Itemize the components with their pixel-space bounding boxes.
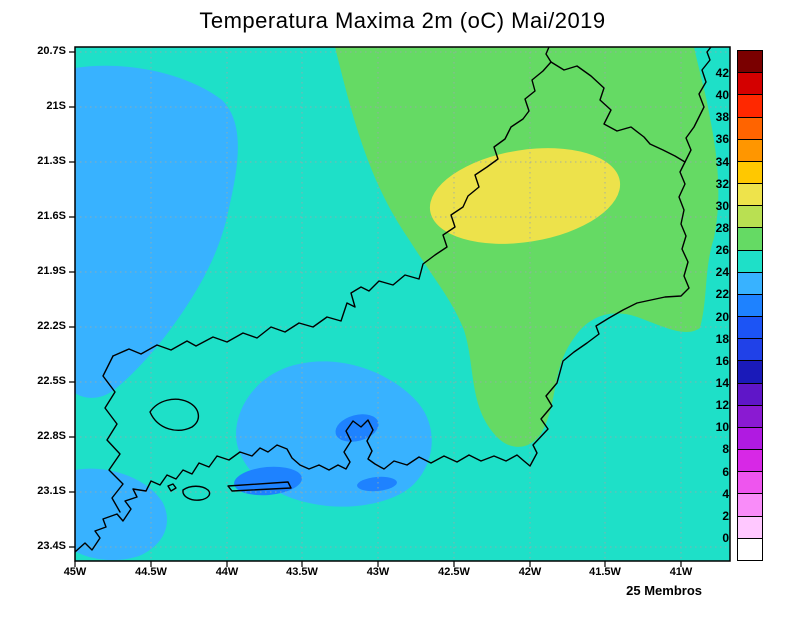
colorbar-segment xyxy=(738,73,762,96)
colorbar-segment xyxy=(738,51,762,74)
colorbar-segment xyxy=(738,184,762,207)
colorbar-tick-label: 30 xyxy=(715,198,729,213)
ilha-grande-island xyxy=(182,485,211,501)
lon-tick-label: 43.5W xyxy=(286,566,318,578)
colorbar-segment xyxy=(738,361,762,384)
plot-title: Temperatura Maxima 2m (oC) Mai/2019 xyxy=(199,8,606,33)
region-temp-22-24-blue-southwest xyxy=(75,468,168,561)
lon-tick-label: 42W xyxy=(518,566,542,578)
colorbar-segment xyxy=(738,206,762,229)
lat-tick-label: 23.4S xyxy=(37,540,66,552)
colorbar-segment xyxy=(738,272,762,295)
border-es xyxy=(550,61,686,163)
colorbar-tick-label: 32 xyxy=(715,176,729,191)
colorbar-segment xyxy=(738,450,762,473)
lat-tick-label: 21.9S xyxy=(37,265,66,277)
colorbar-tick-label: 38 xyxy=(715,110,729,125)
lat-tick-label: 21S xyxy=(46,100,66,112)
lat-tick-label: 20.7S xyxy=(37,45,66,57)
lon-tick-label: 43W xyxy=(366,566,390,578)
colorbar-segment xyxy=(738,228,762,251)
colorbar-tick-label: 26 xyxy=(715,243,729,258)
colorbar-segment xyxy=(738,161,762,185)
colorbar-segment xyxy=(738,117,762,140)
marambaia-spit xyxy=(227,481,292,492)
lon-tick-label: 44W xyxy=(215,566,239,578)
border-mg xyxy=(112,61,552,357)
colorbar-tick-label: 4 xyxy=(722,486,729,501)
colorbar-segment xyxy=(738,516,762,539)
coastlines-and-borders xyxy=(75,47,712,553)
lat-tick-label: 21.6S xyxy=(37,210,66,222)
colorbar xyxy=(737,50,763,561)
border-sp xyxy=(102,355,124,513)
colorbar-segment xyxy=(738,250,762,273)
colorbar-tick-label: 10 xyxy=(715,420,729,435)
colorbar-tick-label: 18 xyxy=(715,331,729,346)
lat-tick-label: 21.3S xyxy=(37,155,66,167)
coastline xyxy=(75,47,712,553)
lon-tick-label: 45W xyxy=(63,566,87,578)
colorbar-tick-label: 12 xyxy=(715,398,729,413)
colorbar-segment xyxy=(738,405,762,428)
lon-tick-label: 42.5W xyxy=(438,566,470,578)
colorbar-tick-label: 14 xyxy=(715,376,729,391)
region-temp-22-24-blue-west xyxy=(75,65,238,398)
lon-tick-label: 41.5W xyxy=(589,566,621,578)
colorbar-tick-label: 36 xyxy=(715,132,729,147)
colorbar-segment xyxy=(738,317,762,340)
colorbar-tick-label: 42 xyxy=(715,66,729,81)
colorbar-segment xyxy=(738,494,762,517)
colorbar-tick-label: 22 xyxy=(715,287,729,302)
colorbar-labels: 42 40 38 36 34 32 30 28 26 24 22 20 18 1… xyxy=(688,62,732,549)
region-temp-26-28-green xyxy=(335,47,719,447)
lake-outline xyxy=(149,398,199,431)
colorbar-tick-label: 28 xyxy=(715,221,729,236)
colorbar-segment xyxy=(738,95,762,118)
colorbar-segment xyxy=(738,294,762,318)
colorbar-segment xyxy=(738,427,762,451)
colorbar-tick-label: 20 xyxy=(715,309,729,324)
border-mg-es xyxy=(545,47,552,63)
colorbar-segment xyxy=(738,472,762,495)
colorbar-tick-label: 24 xyxy=(715,265,729,280)
lon-tick-label: 44.5W xyxy=(135,566,167,578)
lat-tick-label: 23.1S xyxy=(37,485,66,497)
plot-frame-and-ticks xyxy=(69,46,731,567)
colorbar-tick-label: 0 xyxy=(722,531,729,546)
colorbar-segment xyxy=(738,383,762,406)
region-temp-30-yellow xyxy=(429,148,621,244)
colorbar-tick-label: 34 xyxy=(715,154,729,169)
members-note: 25 Membros xyxy=(626,583,702,598)
lon-tick-label: 41W xyxy=(669,566,693,578)
colorbar-segment xyxy=(738,339,762,362)
colorbar-tick-label: 8 xyxy=(722,442,729,457)
colorbar-tick-label: 2 xyxy=(722,508,729,523)
lat-tick-label: 22.8S xyxy=(37,430,66,442)
lat-tick-label: 22.2S xyxy=(37,320,66,332)
colorbar-tick-label: 40 xyxy=(715,88,729,103)
small-island xyxy=(167,483,177,492)
colorbar-tick-label: 16 xyxy=(715,353,729,368)
colorbar-segment xyxy=(738,139,762,162)
colorbar-segment xyxy=(738,538,762,560)
lat-tick-label: 22.5S xyxy=(37,375,66,387)
colorbar-tick-label: 6 xyxy=(722,464,729,479)
